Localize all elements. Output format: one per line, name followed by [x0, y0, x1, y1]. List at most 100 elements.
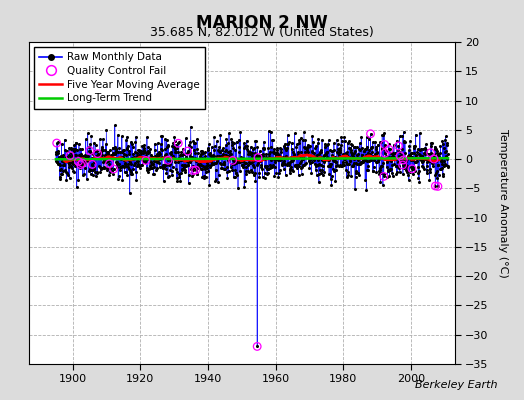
Point: [69, 168, 78, 174]
Point: [221, 166, 230, 172]
Point: [223, 169, 231, 176]
Point: [193, 146, 201, 152]
Point: [179, 156, 187, 163]
Point: [143, 169, 151, 175]
Point: [293, 151, 302, 157]
Point: [341, 138, 349, 144]
Point: [61, 167, 69, 174]
Point: [329, 166, 337, 172]
Point: [303, 144, 312, 150]
Point: [227, 136, 235, 142]
Point: [89, 155, 97, 162]
Point: [211, 177, 220, 184]
Point: [170, 137, 179, 144]
Point: [267, 163, 276, 170]
Point: [119, 164, 128, 171]
Point: [114, 176, 123, 182]
Point: [57, 152, 65, 159]
Point: [270, 149, 278, 156]
Point: [396, 153, 405, 159]
Point: [355, 145, 363, 152]
Point: [144, 144, 152, 150]
Point: [90, 159, 99, 166]
Point: [165, 173, 173, 179]
Point: [247, 150, 256, 156]
Point: [352, 170, 361, 176]
Point: [442, 142, 451, 148]
Point: [419, 164, 428, 170]
Point: [116, 164, 124, 170]
Point: [422, 156, 431, 162]
Point: [288, 146, 297, 152]
Point: [390, 160, 399, 167]
Point: [136, 165, 145, 171]
Point: [101, 153, 109, 159]
Point: [58, 158, 66, 165]
Point: [307, 154, 315, 160]
Point: [56, 166, 64, 173]
Point: [332, 159, 341, 165]
Point: [74, 158, 83, 165]
Point: [189, 138, 198, 144]
Point: [261, 156, 269, 162]
Point: [409, 164, 418, 170]
Point: [426, 169, 434, 175]
Point: [334, 155, 343, 162]
Point: [147, 162, 156, 168]
Point: [419, 146, 427, 152]
Point: [181, 162, 189, 168]
Point: [173, 159, 182, 165]
Point: [378, 132, 386, 138]
Point: [377, 145, 386, 152]
Point: [282, 145, 291, 151]
Point: [385, 172, 394, 179]
Point: [200, 164, 208, 170]
Point: [359, 158, 367, 164]
Point: [437, 166, 445, 172]
Point: [141, 159, 149, 166]
Point: [76, 152, 84, 159]
Point: [266, 155, 275, 161]
Point: [181, 135, 190, 142]
Point: [92, 154, 101, 160]
Point: [339, 159, 347, 166]
Point: [132, 134, 140, 140]
Point: [85, 148, 94, 154]
Point: [143, 134, 151, 140]
Point: [364, 167, 372, 173]
Point: [241, 143, 249, 149]
Point: [269, 162, 277, 168]
Point: [188, 173, 196, 179]
Point: [149, 171, 158, 177]
Point: [113, 155, 122, 162]
Point: [351, 186, 359, 192]
Point: [345, 161, 354, 167]
Point: [141, 157, 150, 164]
Point: [109, 145, 117, 151]
Point: [61, 169, 70, 175]
Point: [245, 148, 253, 155]
Point: [400, 138, 409, 145]
Point: [265, 165, 274, 171]
Point: [167, 157, 175, 164]
Point: [218, 155, 226, 162]
Point: [104, 157, 113, 163]
Point: [164, 157, 172, 164]
Point: [286, 166, 294, 173]
Point: [374, 158, 382, 164]
Point: [53, 148, 62, 154]
Point: [110, 150, 118, 157]
Point: [133, 158, 141, 164]
Point: [216, 154, 225, 160]
Point: [348, 162, 356, 169]
Point: [353, 144, 361, 150]
Point: [326, 176, 335, 182]
Point: [282, 155, 291, 162]
Point: [294, 149, 302, 156]
Point: [214, 179, 222, 186]
Point: [228, 157, 237, 164]
Point: [208, 144, 216, 150]
Point: [77, 155, 85, 161]
Point: [127, 160, 136, 167]
Point: [433, 148, 442, 154]
